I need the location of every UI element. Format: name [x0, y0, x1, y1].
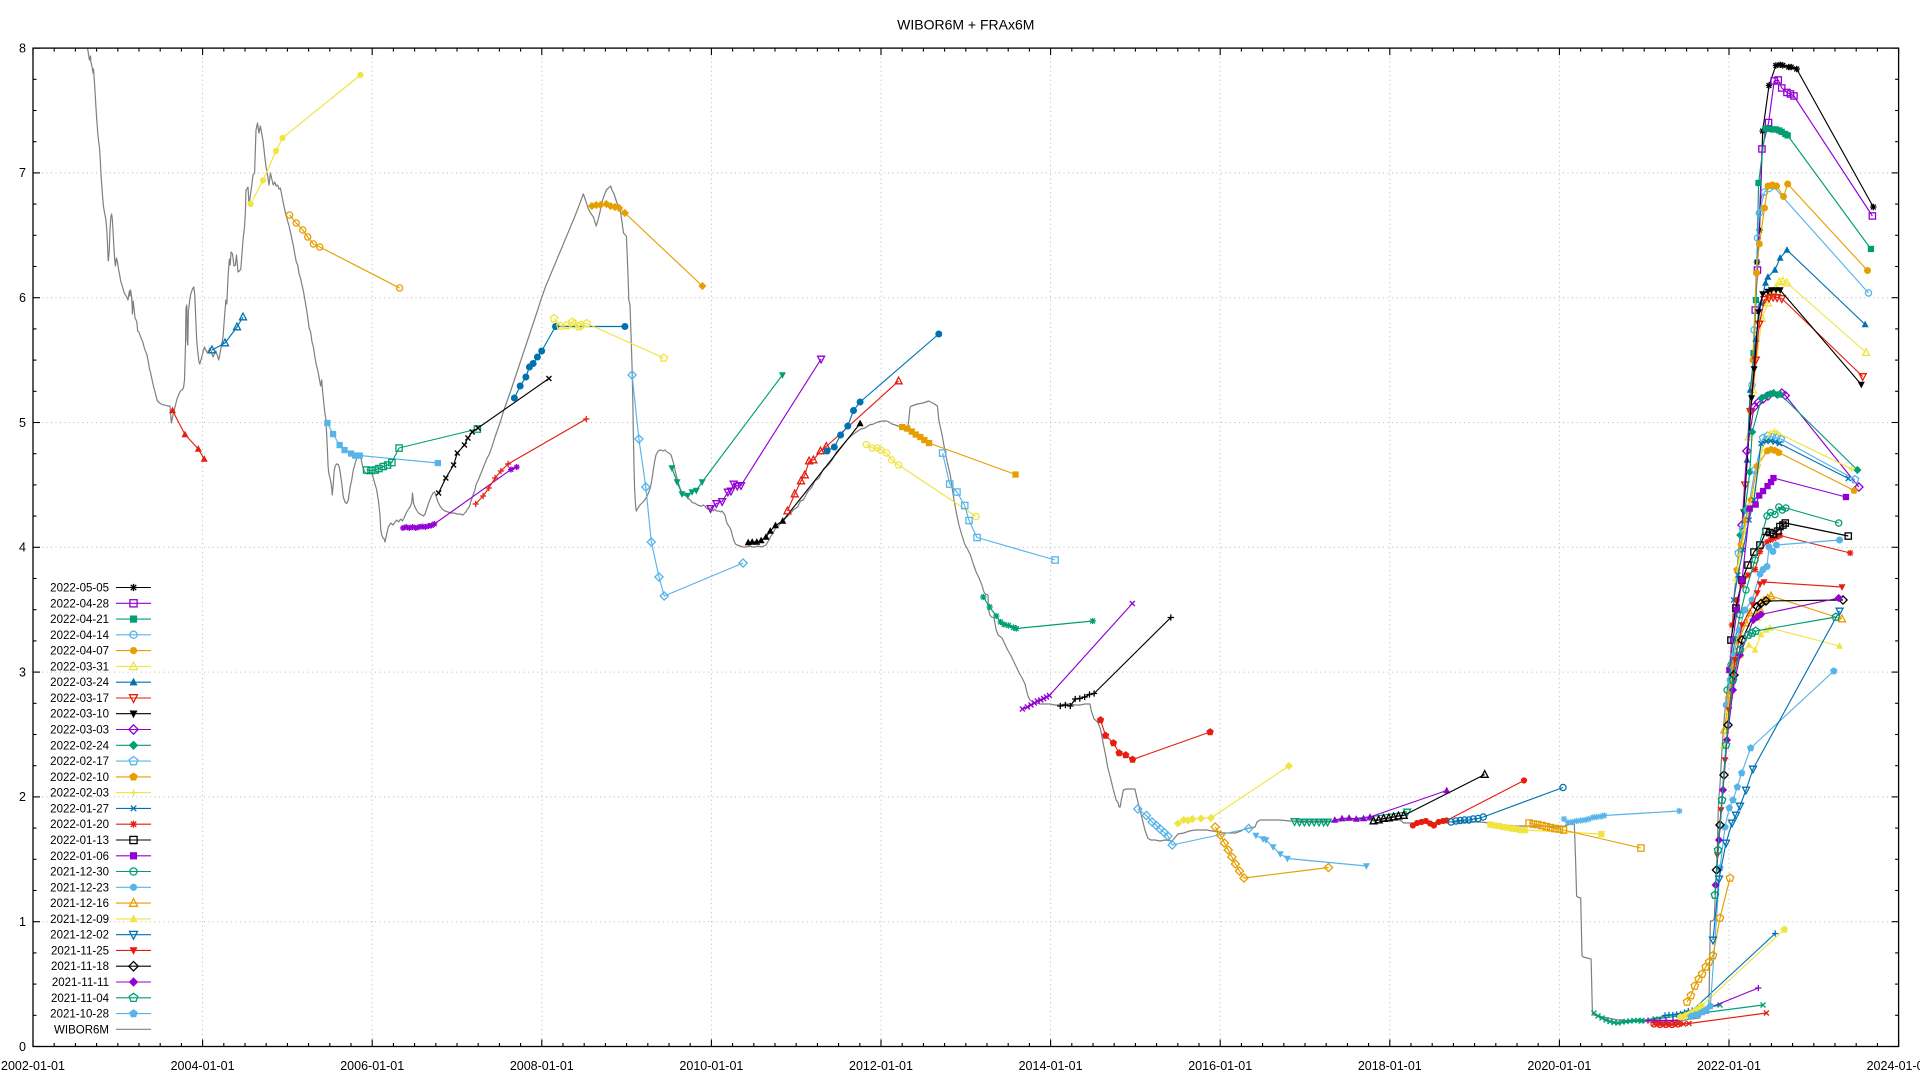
- svg-text:2022-01-20: 2022-01-20: [50, 819, 109, 831]
- svg-text:2022-01-27: 2022-01-27: [50, 803, 109, 815]
- svg-text:2004-01-01: 2004-01-01: [171, 1059, 235, 1073]
- svg-text:2022-02-03: 2022-02-03: [50, 788, 109, 800]
- svg-text:0: 0: [19, 1040, 26, 1054]
- svg-text:2: 2: [19, 790, 26, 804]
- svg-text:4: 4: [19, 541, 26, 555]
- svg-text:2022-02-17: 2022-02-17: [50, 756, 109, 768]
- svg-text:2012-01-01: 2012-01-01: [849, 1059, 913, 1073]
- svg-text:2022-04-21: 2022-04-21: [50, 614, 109, 626]
- svg-text:8: 8: [19, 41, 26, 55]
- svg-text:2006-01-01: 2006-01-01: [340, 1059, 404, 1073]
- svg-text:2022-03-03: 2022-03-03: [50, 725, 109, 737]
- svg-text:2022-04-28: 2022-04-28: [50, 598, 109, 610]
- svg-text:2016-01-01: 2016-01-01: [1188, 1059, 1252, 1073]
- svg-text:2021-11-04: 2021-11-04: [51, 993, 110, 1005]
- svg-text:2021-11-18: 2021-11-18: [51, 961, 109, 973]
- svg-text:2020-01-01: 2020-01-01: [1527, 1059, 1591, 1073]
- svg-text:2021-12-02: 2021-12-02: [50, 930, 109, 942]
- svg-text:2021-12-23: 2021-12-23: [50, 882, 109, 894]
- svg-text:2022-05-05: 2022-05-05: [50, 583, 109, 595]
- svg-text:2002-01-01: 2002-01-01: [1, 1059, 65, 1073]
- svg-text:2021-12-09: 2021-12-09: [50, 914, 109, 926]
- svg-text:2018-01-01: 2018-01-01: [1358, 1059, 1422, 1073]
- svg-text:2021-12-16: 2021-12-16: [50, 898, 109, 910]
- svg-text:2022-01-13: 2022-01-13: [50, 835, 109, 847]
- svg-text:2021-12-30: 2021-12-30: [50, 867, 109, 879]
- svg-text:2022-03-24: 2022-03-24: [50, 677, 109, 689]
- svg-text:2021-10-28: 2021-10-28: [50, 1009, 109, 1021]
- svg-text:WIBOR6M: WIBOR6M: [54, 1024, 109, 1036]
- svg-text:2022-01-01: 2022-01-01: [1697, 1059, 1761, 1073]
- svg-text:2022-03-10: 2022-03-10: [50, 709, 109, 721]
- svg-text:2022-02-24: 2022-02-24: [50, 740, 109, 752]
- svg-text:2010-01-01: 2010-01-01: [679, 1059, 743, 1073]
- svg-text:2014-01-01: 2014-01-01: [1019, 1059, 1083, 1073]
- svg-text:2021-11-11: 2021-11-11: [52, 977, 109, 989]
- svg-text:2021-11-25: 2021-11-25: [51, 945, 109, 957]
- svg-text:2022-03-31: 2022-03-31: [50, 661, 109, 673]
- svg-text:2022-02-10: 2022-02-10: [50, 772, 109, 784]
- svg-text:2022-01-06: 2022-01-06: [50, 851, 109, 863]
- svg-text:2024-01-01: 2024-01-01: [1867, 1059, 1920, 1073]
- svg-text:2022-04-14: 2022-04-14: [50, 630, 109, 642]
- svg-text:6: 6: [19, 291, 26, 305]
- svg-text:1: 1: [19, 915, 26, 929]
- svg-text:3: 3: [19, 665, 26, 679]
- svg-text:2022-03-17: 2022-03-17: [50, 693, 109, 705]
- svg-text:2022-04-07: 2022-04-07: [50, 646, 109, 658]
- svg-text:WIBOR6M + FRAx6M: WIBOR6M + FRAx6M: [897, 17, 1034, 33]
- svg-text:7: 7: [19, 166, 26, 180]
- svg-text:5: 5: [19, 416, 26, 430]
- svg-text:2008-01-01: 2008-01-01: [510, 1059, 574, 1073]
